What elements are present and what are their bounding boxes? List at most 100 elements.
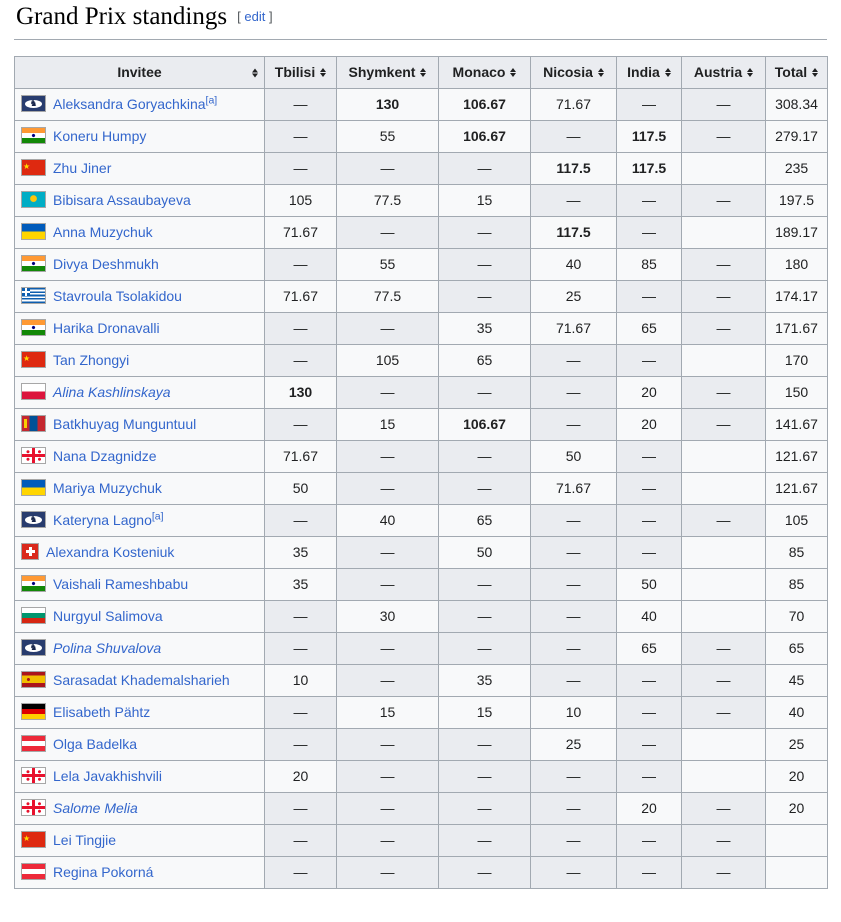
column-header-shymkent[interactable]: Shymkent — [336, 56, 439, 89]
switzerland-flag-icon — [21, 543, 39, 560]
invitee-cell: Koneru Humpy — [14, 120, 265, 153]
score-cell: — — [530, 600, 617, 633]
column-header-monaco[interactable]: Monaco — [438, 56, 531, 89]
score-cell: 35 — [264, 536, 337, 569]
score-cell: 105 — [336, 344, 439, 377]
invitee-cell: Alina Kashlinskaya — [14, 376, 265, 409]
india-flag-icon — [21, 319, 46, 336]
score-cell: — — [264, 152, 337, 185]
table-row: Lela Javakhishvili 20— — — —20 — [14, 760, 828, 793]
score-cell: — — [681, 856, 766, 889]
score-cell: 106.67 — [438, 408, 531, 441]
edit-bracket-close: ] — [268, 9, 273, 24]
score-cell: 117.5 — [530, 216, 617, 249]
score-cell: — — [616, 536, 682, 569]
edit-bracket-open: [ — [237, 9, 241, 24]
total-cell: 45 — [765, 664, 828, 697]
player-link[interactable]: Sarasadat Khademalsharieh — [53, 672, 230, 688]
player-link[interactable]: Salome Melia — [53, 800, 138, 816]
player-link[interactable]: Bibisara Assaubayeva — [53, 192, 191, 208]
poland-flag-icon — [21, 383, 46, 400]
player-link[interactable]: Alina Kashlinskaya — [53, 384, 171, 400]
invitee-cell: Zhu Jiner — [14, 152, 265, 185]
austria-flag-icon — [21, 735, 46, 752]
score-cell: — — [264, 344, 337, 377]
score-cell: — — [438, 248, 531, 281]
player-link[interactable]: Olga Badelka — [53, 736, 138, 752]
invitee-cell: Mariya Muzychuk — [14, 472, 265, 505]
score-cell: 15 — [438, 696, 531, 729]
score-cell: — — [438, 600, 531, 633]
player-link[interactable]: Kateryna Lagno — [53, 512, 152, 528]
table-row: Koneru Humpy —55 106.67—117.5—279.17 — [14, 120, 828, 153]
score-cell: 85 — [616, 248, 682, 281]
india-flag-icon — [21, 127, 46, 144]
total-cell: 189.17 — [765, 216, 828, 249]
invitee-cell: Anna Muzychuk — [14, 216, 265, 249]
table-row: Batkhuyag Munguntuul —15 106.67—20—141.67 — [14, 408, 828, 441]
score-cell: — — [264, 248, 337, 281]
player-link[interactable]: Zhu Jiner — [53, 160, 112, 176]
column-header-tbilisi[interactable]: Tbilisi — [264, 56, 337, 89]
mongolia-flag-icon — [21, 415, 46, 432]
column-header-invitee[interactable]: Invitee — [14, 56, 265, 89]
footnote-link[interactable]: [a] — [151, 510, 164, 523]
player-link[interactable]: Koneru Humpy — [53, 128, 147, 144]
column-header-total[interactable]: Total — [765, 56, 828, 89]
score-cell: — — [616, 184, 682, 217]
player-link[interactable]: Nana Dzagnidze — [53, 448, 157, 464]
column-label: India — [627, 64, 660, 80]
total-cell: 180 — [765, 248, 828, 281]
score-cell: 117.5 — [616, 152, 682, 185]
table-row: Vaishali Rameshbabu 35— — —50 85 — [14, 568, 828, 601]
table-row: Divya Deshmukh —55—40 85—180 — [14, 248, 828, 281]
total-cell: 141.67 — [765, 408, 828, 441]
score-cell: — — [336, 760, 439, 793]
player-link[interactable]: Divya Deshmukh — [53, 256, 159, 272]
player-link[interactable]: Mariya Muzychuk — [53, 480, 162, 496]
column-label: Shymkent — [348, 64, 416, 80]
score-cell: — — [336, 824, 439, 857]
table-row: Stavroula Tsolakidou 71.67 77.5—25— —174.17 — [14, 280, 828, 313]
score-cell: 30 — [336, 600, 439, 633]
player-link[interactable]: Lela Javakhishvili — [53, 768, 162, 784]
player-link[interactable]: Alexandra Kosteniuk — [46, 544, 175, 560]
score-cell: — — [438, 440, 531, 473]
player-link[interactable]: Aleksandra Goryachkina — [53, 96, 206, 112]
player-link[interactable]: Anna Muzychuk — [53, 224, 153, 240]
sort-icon — [420, 68, 427, 77]
player-link[interactable]: Lei Tingjie — [53, 832, 117, 848]
score-cell: — — [438, 792, 531, 825]
player-link[interactable]: Polina Shuvalova — [53, 640, 162, 656]
player-link[interactable]: Harika Dronavalli — [53, 320, 160, 336]
sort-icon — [252, 68, 258, 77]
player-link[interactable]: Stavroula Tsolakidou — [53, 288, 182, 304]
player-link[interactable]: Regina Pokorná — [53, 864, 154, 880]
column-header-india[interactable]: India — [616, 56, 682, 89]
invitee-cell: Harika Dronavalli — [14, 312, 265, 345]
score-cell: — — [530, 632, 617, 665]
score-cell: 65 — [616, 632, 682, 665]
score-cell: 50 — [616, 568, 682, 601]
player-link[interactable]: Vaishali Rameshbabu — [53, 576, 189, 592]
player-link[interactable]: Elisabeth Pähtz — [53, 704, 151, 720]
table-row: Bibisara Assaubayeva 105 77.5 15— — —197.5 — [14, 184, 828, 217]
section-heading: Grand Prix standings [ edit ] — [14, 0, 827, 40]
table-row: Mariya Muzychuk 50— —71.67—121.67 — [14, 472, 828, 505]
column-label: Austria — [693, 64, 743, 80]
player-link[interactable]: Tan Zhongyi — [53, 352, 130, 368]
player-link[interactable]: Batkhuyag Munguntuul — [53, 416, 197, 432]
player-link[interactable]: Nurgyul Salimova — [53, 608, 163, 624]
score-cell: — — [336, 472, 439, 505]
column-header-austria[interactable]: Austria — [681, 56, 766, 89]
score-cell: — — [438, 216, 531, 249]
edit-link[interactable]: edit — [244, 9, 266, 24]
score-cell: 65 — [616, 312, 682, 345]
india-flag-icon — [21, 575, 46, 592]
column-header-nicosia[interactable]: Nicosia — [530, 56, 617, 89]
table-row: Salome Melia — — — —20—20 — [14, 792, 828, 825]
total-cell: 197.5 — [765, 184, 828, 217]
table-row: Lei Tingjie—————— — [14, 824, 828, 857]
footnote-link[interactable]: [a] — [205, 94, 218, 107]
